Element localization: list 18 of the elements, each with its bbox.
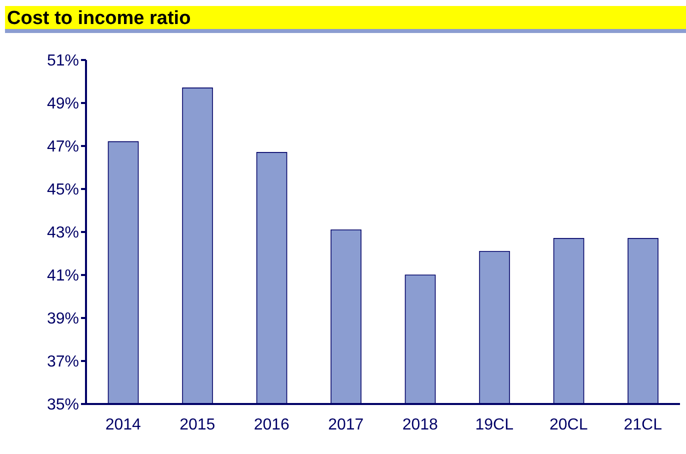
y-tick-label: 41% xyxy=(46,268,79,285)
x-tick-label: 2017 xyxy=(328,416,364,434)
x-tick-label: 21CL xyxy=(624,416,662,434)
y-tick-label: 49% xyxy=(46,96,79,113)
y-tick-label: 45% xyxy=(46,182,79,199)
x-tick-label: 20CL xyxy=(550,416,588,434)
y-tick-label: 51% xyxy=(46,52,79,70)
y-tick-label: 35% xyxy=(46,396,79,414)
x-tick-label: 2018 xyxy=(402,416,438,434)
y-tick-label: 37% xyxy=(46,354,79,371)
y-tick-label: 39% xyxy=(46,310,79,328)
x-tick-label: 2014 xyxy=(105,416,142,434)
y-tick-label: 43% xyxy=(46,224,79,242)
x-tick-label: 2016 xyxy=(254,416,290,434)
chart-title: Cost to income ratio xyxy=(5,6,686,33)
x-tick-label: 19CL xyxy=(475,416,514,434)
x-tick-label: 2015 xyxy=(180,416,216,434)
y-tick-label: 47% xyxy=(46,138,79,156)
